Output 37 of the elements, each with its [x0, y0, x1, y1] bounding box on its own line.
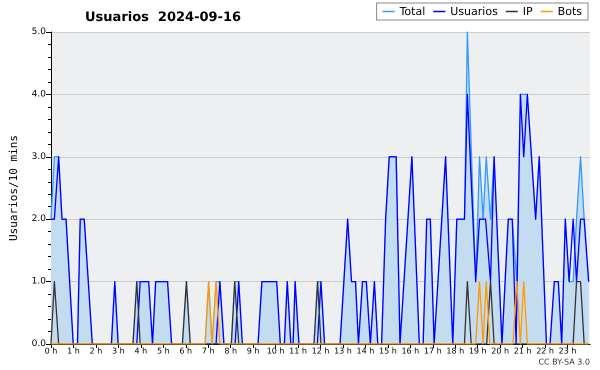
x-tick-label: 20 h — [491, 346, 510, 356]
y-tick-label: 5.0 — [32, 27, 46, 37]
legend-label: Usuarios — [450, 5, 498, 18]
x-tick-label: 11 h — [289, 346, 307, 356]
legend-label: Total — [398, 5, 426, 18]
x-tick-label: 8 h — [224, 346, 238, 356]
x-tick-label: 13 h — [334, 346, 352, 356]
x-tick-label: 6 h — [179, 346, 192, 356]
x-tick-label: 14 h — [356, 346, 374, 356]
x-tick-label: 3 h — [112, 346, 125, 356]
y-tick-label: 1.0 — [32, 276, 46, 287]
x-tick-label: 15 h — [378, 346, 397, 356]
x-tick-label: 9 h — [246, 346, 260, 356]
x-tick-label: 4 h — [134, 346, 148, 356]
y-tick-label: 2.0 — [32, 214, 46, 224]
x-tick-label: 1 h — [67, 346, 80, 356]
x-tick-label: 2 h — [90, 346, 102, 356]
x-tick-label: 12 h — [312, 346, 330, 356]
chart-title: Usuarios 2024-09-16 — [85, 10, 242, 25]
legend-label: Bots — [558, 5, 582, 18]
x-tick-label: 5 h — [156, 346, 170, 356]
y-tick-label: 0.0 — [32, 339, 46, 349]
text: CC BY-SA 3.0 — [538, 358, 590, 366]
y-tick-label: 4.0 — [32, 89, 46, 100]
x-tick-label: 10 h — [266, 346, 284, 356]
y-tick-label: 3.0 — [32, 152, 46, 162]
x-tick-label: 18 h — [446, 346, 464, 356]
x-tick-label: 16 h — [401, 346, 420, 356]
x-tick-label: 23 h — [558, 346, 576, 356]
x-tick-label: 21 h — [514, 346, 532, 356]
x-tick-label: 19 h — [468, 346, 487, 356]
x-tick-label: 7 h — [202, 346, 215, 356]
y-axis-title: Usuarios/10 mins — [7, 135, 20, 241]
x-tick-label: 17 h — [424, 346, 442, 356]
x-tick-label: 22 h — [536, 346, 554, 356]
legend-label: IP — [522, 5, 534, 18]
x-tick-label: 0 h — [44, 346, 58, 356]
